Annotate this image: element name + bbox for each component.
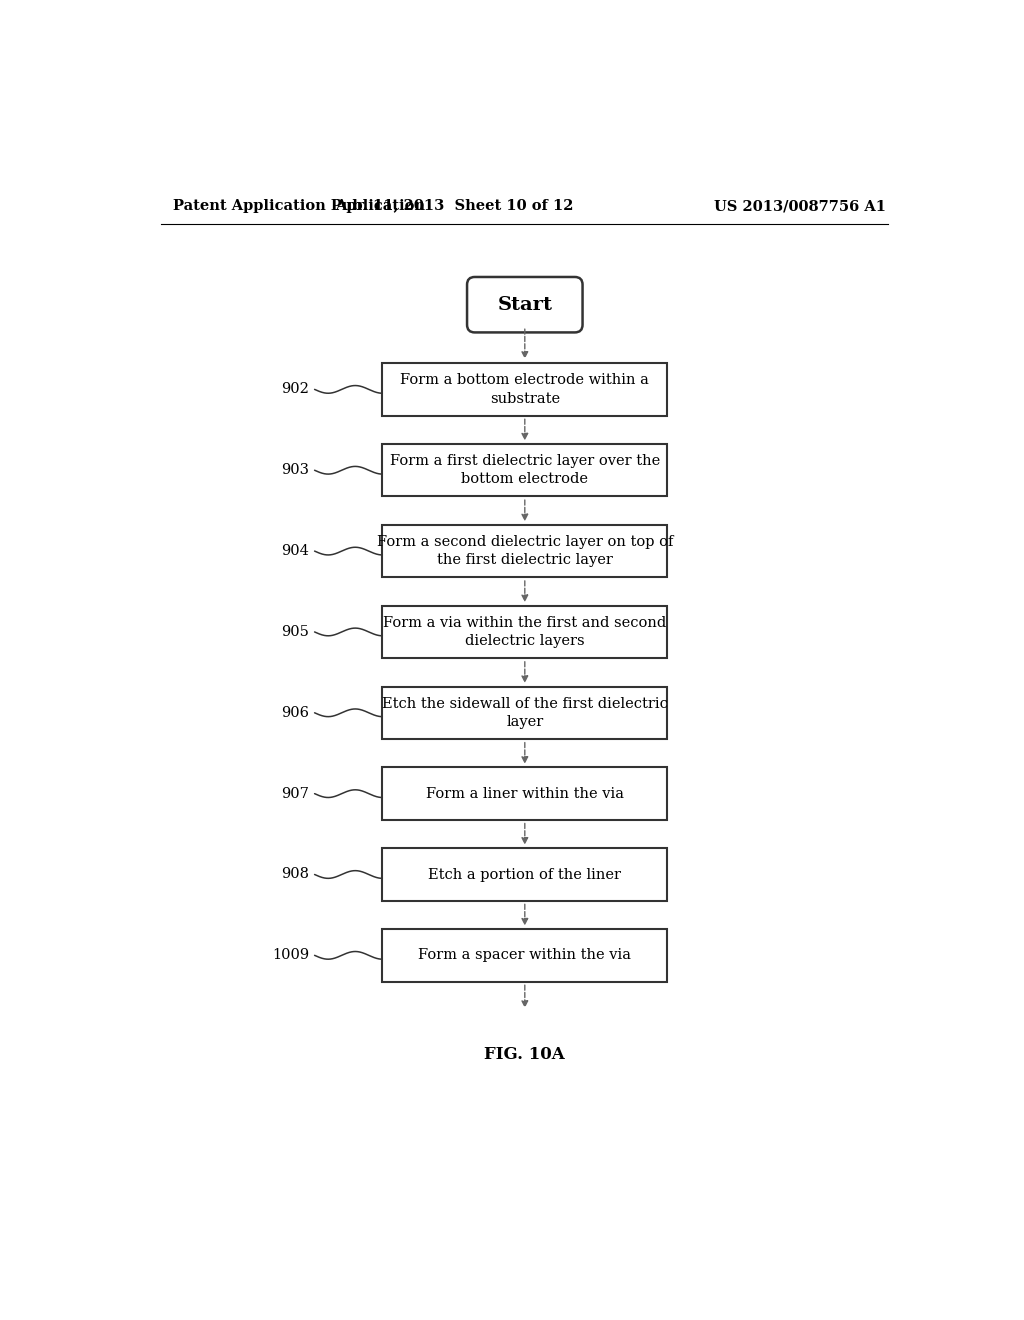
Text: Form a spacer within the via: Form a spacer within the via xyxy=(418,948,632,962)
FancyBboxPatch shape xyxy=(382,444,668,496)
Text: 908: 908 xyxy=(282,867,309,882)
Text: 1009: 1009 xyxy=(272,948,309,962)
Text: FIG. 10A: FIG. 10A xyxy=(484,1047,565,1063)
FancyBboxPatch shape xyxy=(382,849,668,900)
FancyBboxPatch shape xyxy=(382,363,668,416)
FancyBboxPatch shape xyxy=(467,277,583,333)
Text: 903: 903 xyxy=(282,463,309,478)
Text: Etch a portion of the liner: Etch a portion of the liner xyxy=(428,867,622,882)
Text: 902: 902 xyxy=(282,383,309,396)
Text: Etch the sidewall of the first dielectric
layer: Etch the sidewall of the first dielectri… xyxy=(382,697,668,729)
Text: Apr. 11, 2013  Sheet 10 of 12: Apr. 11, 2013 Sheet 10 of 12 xyxy=(335,199,573,213)
Text: Form a second dielectric layer on top of
the first dielectric layer: Form a second dielectric layer on top of… xyxy=(377,535,673,568)
Text: 906: 906 xyxy=(282,706,309,719)
FancyBboxPatch shape xyxy=(382,606,668,659)
FancyBboxPatch shape xyxy=(382,686,668,739)
Text: US 2013/0087756 A1: US 2013/0087756 A1 xyxy=(715,199,887,213)
Text: Form a bottom electrode within a
substrate: Form a bottom electrode within a substra… xyxy=(400,374,649,405)
FancyBboxPatch shape xyxy=(382,929,668,982)
Text: Form a first dielectric layer over the
bottom electrode: Form a first dielectric layer over the b… xyxy=(390,454,659,487)
FancyBboxPatch shape xyxy=(382,525,668,577)
Text: Patent Application Publication: Patent Application Publication xyxy=(173,199,425,213)
Text: 905: 905 xyxy=(282,624,309,639)
Text: Form a via within the first and second
dielectric layers: Form a via within the first and second d… xyxy=(383,615,667,648)
Text: 907: 907 xyxy=(282,787,309,801)
Text: 904: 904 xyxy=(282,544,309,558)
FancyBboxPatch shape xyxy=(382,767,668,820)
Text: Form a liner within the via: Form a liner within the via xyxy=(426,787,624,801)
Text: Start: Start xyxy=(498,296,552,314)
